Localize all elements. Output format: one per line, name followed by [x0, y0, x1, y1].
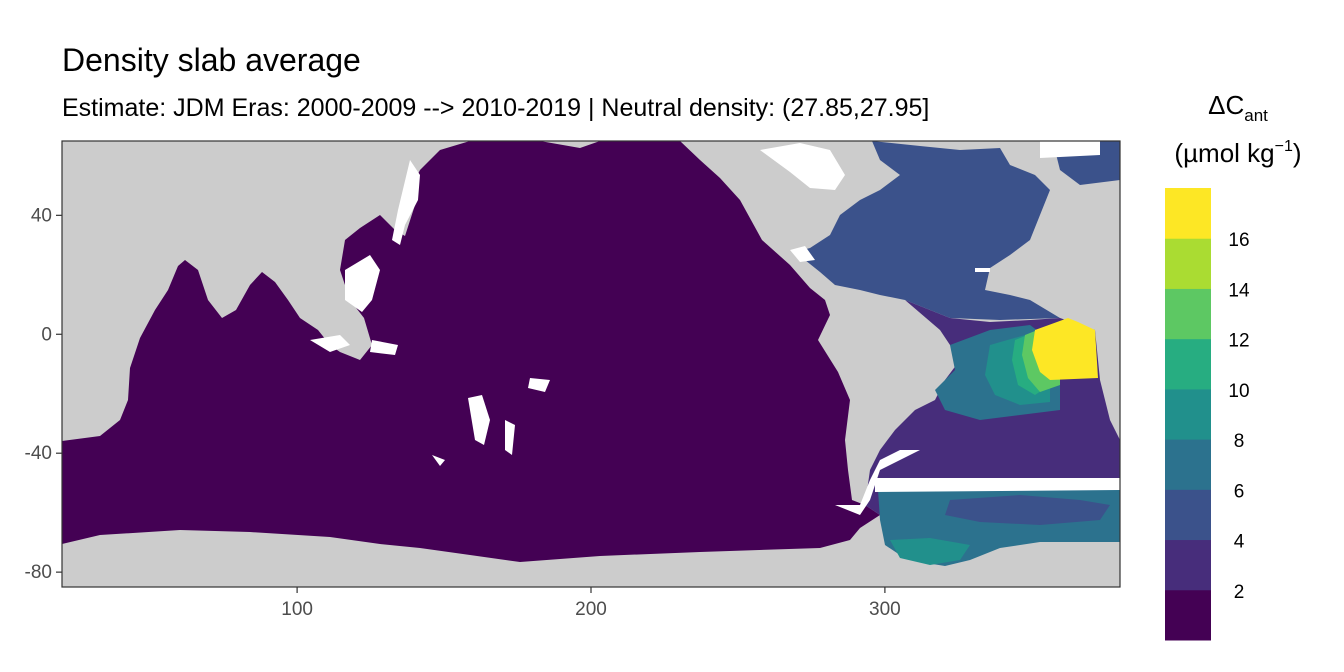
y-axis: 40 0 -40 -80 — [25, 205, 62, 583]
legend-break-label: 2 — [1234, 582, 1245, 603]
legend-title-main: ΔC — [1208, 90, 1244, 120]
no-data-tasman — [505, 420, 515, 455]
no-data-labrador — [760, 143, 845, 190]
legend-color-bin — [1165, 439, 1211, 490]
no-data-southern-australia — [432, 455, 445, 466]
legend-color-bin — [1165, 539, 1211, 591]
y-tick-label: 40 — [31, 205, 52, 226]
y-tick-label: 0 — [41, 324, 52, 345]
no-data-gulf-of-mexico — [790, 246, 815, 262]
no-data-east-china-sea — [345, 255, 380, 312]
no-data-arctic — [1040, 141, 1100, 158]
ocean-weddell-inner — [890, 538, 970, 565]
y-tick-label: -40 — [25, 443, 52, 464]
no-data-kuril-kamchatka — [392, 160, 420, 245]
no-data-indonesia — [310, 335, 350, 352]
ocean-north-atlantic — [795, 141, 1120, 320]
no-data-patches — [310, 141, 1120, 515]
legend-color-bin — [1165, 238, 1211, 289]
legend-color-bin — [1165, 489, 1211, 541]
ocean-indo-pacific-southern — [62, 141, 880, 562]
legend-title-sub: ant — [1244, 106, 1268, 125]
legend-break-label: 10 — [1228, 381, 1249, 402]
legend-break-label: 14 — [1228, 280, 1250, 301]
map-panel — [62, 141, 1120, 587]
legend-color-bin — [1165, 388, 1211, 440]
ocean-gulf-of-guinea-max — [1032, 318, 1098, 380]
x-axis: 100 200 300 — [281, 587, 901, 620]
legend-break-label: 16 — [1228, 230, 1249, 251]
no-data-sulawesi — [370, 340, 398, 355]
legend-color-bin — [1165, 338, 1211, 390]
legend-unit-open: (µmol kg — [1174, 138, 1274, 168]
y-tick-label: -80 — [25, 562, 52, 583]
x-tick-label: 100 — [281, 599, 313, 620]
legend-unit-close: ) — [1293, 138, 1302, 168]
chart-subtitle: Estimate: JDM Eras: 2000-2009 --> 2010-2… — [62, 94, 930, 122]
legend-labels: 2 4 6 8 10 12 14 16 — [1228, 230, 1250, 603]
legend-break-label: 8 — [1234, 431, 1245, 452]
legend-color-bin — [1165, 288, 1211, 340]
legend-title: ΔCant — [1208, 90, 1268, 125]
chart-title: Density slab average — [62, 42, 361, 78]
no-data-solomon — [528, 378, 550, 392]
color-legend: ΔCant (µmol kg−1) 2 4 6 8 10 12 14 16 — [1165, 90, 1302, 641]
legend-color-bin — [1165, 188, 1211, 239]
no-data-gibraltar — [975, 268, 990, 272]
no-data-scotia-sea — [875, 478, 1120, 492]
legend-break-label: 12 — [1228, 331, 1249, 352]
legend-unit-sup: −1 — [1275, 138, 1293, 155]
legend-break-label: 6 — [1234, 481, 1245, 502]
legend-colorbar — [1165, 188, 1211, 641]
ocean-weddell-band — [945, 495, 1110, 525]
x-tick-label: 200 — [575, 599, 607, 620]
legend-break-label: 4 — [1234, 532, 1245, 553]
legend-color-bin — [1165, 589, 1211, 641]
legend-unit: (µmol kg−1) — [1174, 138, 1301, 168]
x-tick-label: 300 — [869, 599, 901, 620]
no-data-new-zealand — [468, 395, 490, 445]
